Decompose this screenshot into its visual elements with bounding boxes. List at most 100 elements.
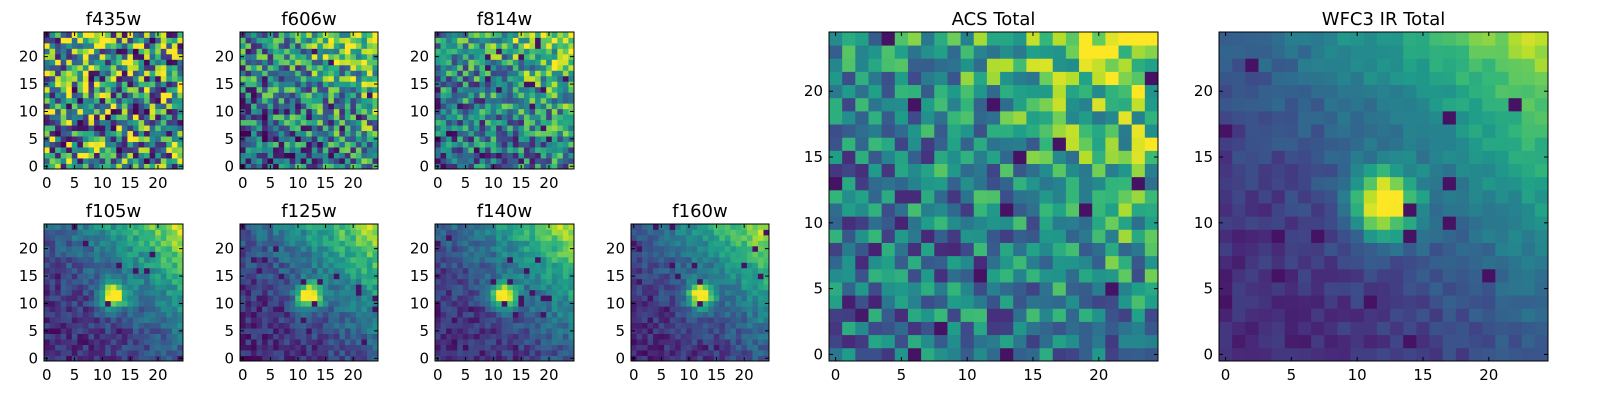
heatmap-cell	[94, 136, 100, 142]
heatmap-cell	[451, 317, 458, 324]
heatmap-cell	[562, 48, 569, 55]
heatmap-cell	[110, 163, 117, 170]
heatmap-cell	[171, 256, 178, 263]
heatmap-cell	[546, 119, 553, 126]
heatmap-cell	[267, 289, 274, 296]
heatmap-cell	[485, 355, 491, 362]
heatmap-cell	[562, 136, 569, 142]
heatmap-cell	[479, 75, 486, 82]
heatmap-cell	[361, 278, 368, 285]
heatmap-cell	[306, 70, 313, 77]
heatmap-cell	[680, 229, 687, 236]
heatmap-cell	[1105, 295, 1119, 309]
heatmap-cell	[485, 64, 491, 71]
heatmap-cell	[440, 240, 447, 247]
heatmap-cell	[339, 355, 346, 362]
heatmap-cell	[144, 317, 151, 324]
heatmap-cell	[333, 322, 340, 329]
heatmap-cell	[138, 344, 145, 351]
heatmap-cell	[132, 141, 139, 148]
heatmap-cell	[752, 234, 759, 241]
heatmap-cell	[256, 322, 263, 329]
heatmap-cell	[127, 81, 134, 88]
heatmap-cell	[138, 70, 145, 77]
heatmap-cell	[77, 284, 84, 291]
heatmap-cell	[653, 256, 659, 263]
heatmap-cell	[355, 152, 362, 159]
heatmap-cell	[496, 300, 503, 307]
heatmap-cell	[60, 229, 67, 236]
heatmap-cell	[562, 289, 569, 296]
heatmap-cell	[485, 344, 491, 351]
heatmap-cell	[479, 147, 486, 153]
heatmap-cell	[697, 289, 704, 296]
heatmap-cell	[485, 147, 491, 153]
heatmap-cell	[110, 64, 117, 71]
heatmap-cell	[473, 344, 480, 351]
heatmap-cell	[138, 350, 145, 356]
heatmap-cell	[568, 119, 575, 126]
heatmap-cell	[267, 350, 274, 356]
heatmap-cell	[110, 81, 117, 88]
heatmap-cell	[496, 130, 503, 137]
heatmap-cell	[669, 245, 676, 252]
heatmap-cell	[94, 114, 100, 121]
heatmap-cell	[77, 240, 84, 247]
heatmap-cell	[518, 37, 525, 44]
heatmap-cell	[647, 311, 654, 318]
heatmap-cell	[306, 119, 313, 126]
heatmap-cell	[155, 317, 162, 324]
heatmap-cell	[735, 306, 742, 313]
heatmap-cell	[529, 136, 536, 142]
heatmap-cell	[105, 70, 112, 77]
heatmap-cell	[451, 158, 458, 164]
heatmap-cell	[546, 322, 553, 329]
heatmap-cell	[485, 42, 491, 49]
heatmap-cell	[435, 289, 441, 296]
heatmap-cell	[99, 130, 106, 137]
heatmap-cell	[697, 322, 704, 329]
heatmap-cell	[501, 48, 508, 55]
heatmap-cell	[546, 114, 553, 121]
heatmap-cell	[973, 176, 988, 191]
heatmap-cell	[529, 59, 536, 66]
heatmap-cell	[344, 81, 351, 88]
heatmap-cell	[829, 321, 843, 336]
heatmap-cell	[344, 284, 351, 291]
heatmap-cell	[245, 224, 252, 230]
heatmap-cell	[551, 317, 558, 324]
heatmap-cell	[507, 86, 514, 93]
heatmap-cell	[479, 86, 486, 93]
heatmap-cell	[763, 240, 770, 247]
heatmap-cell	[66, 119, 73, 126]
heatmap-cell	[245, 97, 252, 104]
x-tick-label: 10	[93, 174, 112, 192]
heatmap-cell	[1052, 189, 1067, 204]
heatmap-cell	[278, 125, 285, 132]
heatmap-cell	[366, 333, 373, 340]
heatmap-cell	[127, 339, 134, 345]
heatmap-cell	[518, 278, 525, 285]
heatmap-cell	[507, 158, 514, 164]
heatmap-cell	[300, 119, 307, 126]
heatmap-cell	[557, 114, 564, 121]
heatmap-cell	[529, 224, 536, 230]
heatmap-cell	[344, 355, 351, 362]
heatmap-cell	[746, 344, 753, 351]
heatmap-cell	[473, 224, 480, 230]
heatmap-cell	[333, 114, 340, 121]
heatmap-cell	[350, 322, 357, 329]
heatmap-cell	[88, 256, 95, 263]
heatmap-cell	[757, 256, 764, 263]
heatmap-cell	[894, 334, 909, 349]
heatmap-cell	[317, 42, 324, 49]
heatmap-cell	[446, 273, 453, 280]
heatmap-cell	[339, 86, 346, 93]
heatmap-cell	[160, 152, 167, 159]
heatmap-cell	[457, 224, 464, 230]
heatmap-cell	[540, 328, 547, 334]
heatmap-cell	[1065, 203, 1080, 217]
heatmap-cell	[568, 333, 575, 340]
heatmap-cell	[55, 339, 62, 345]
heatmap-cell	[144, 136, 151, 142]
